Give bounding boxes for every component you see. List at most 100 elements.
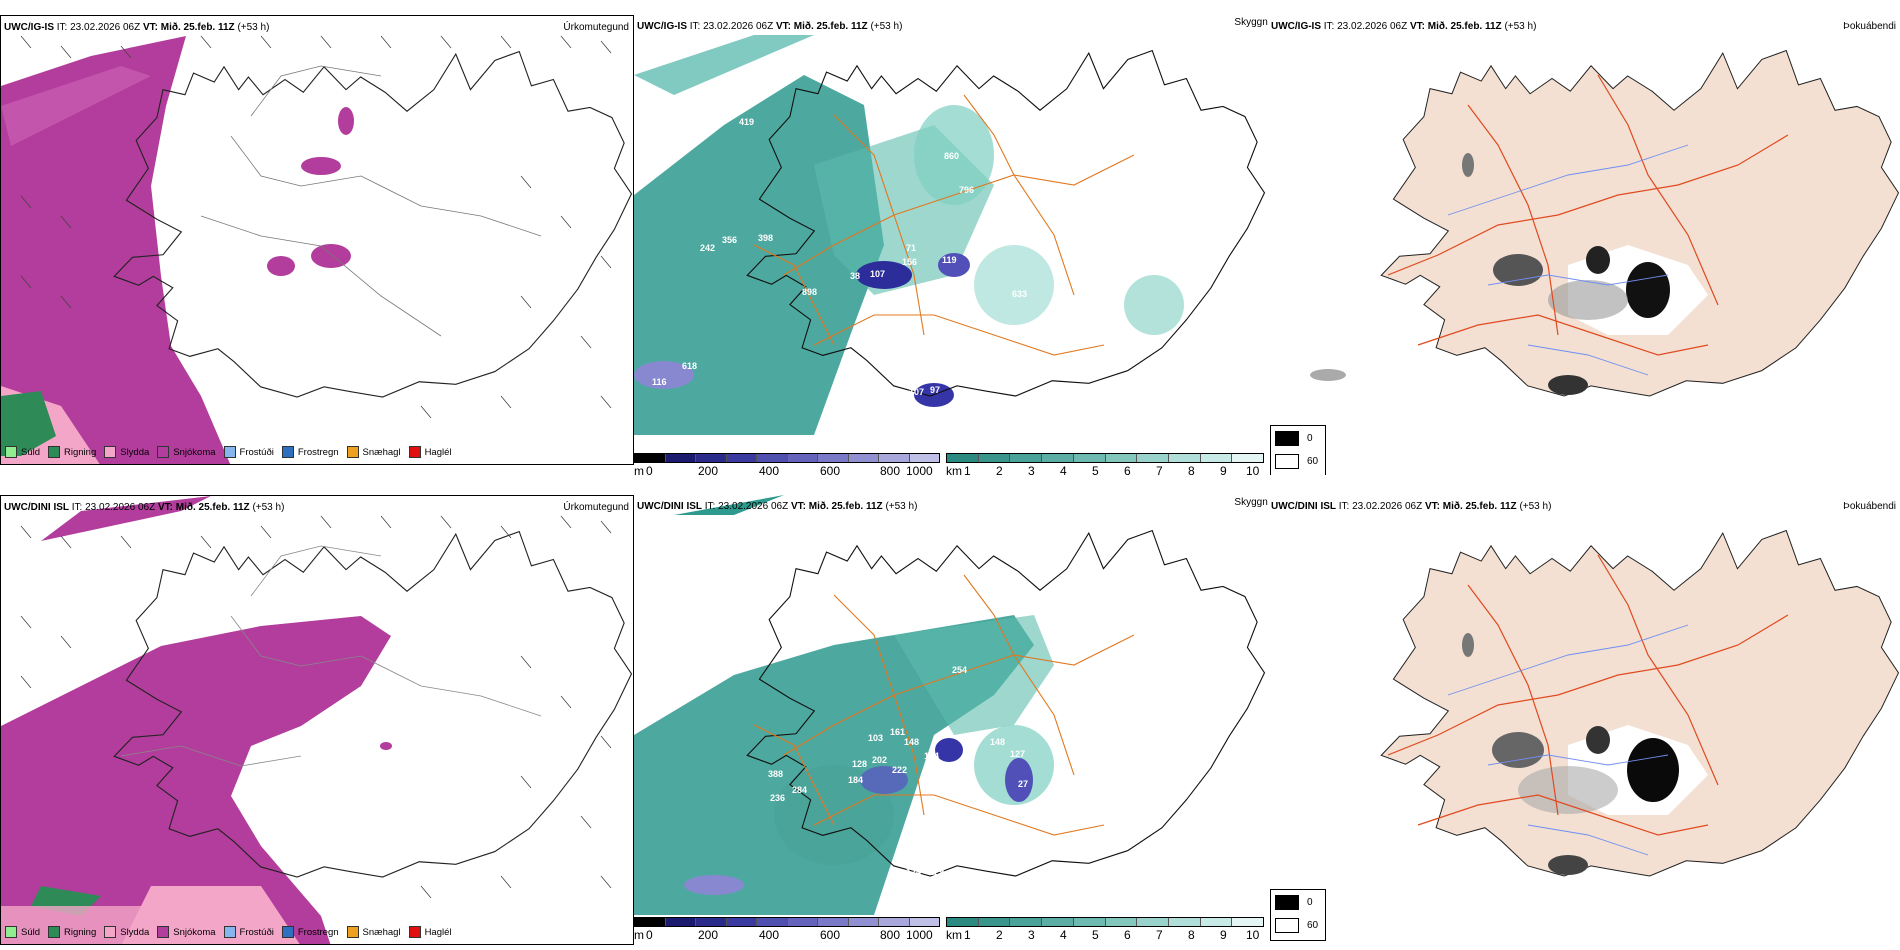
cloud-value: 38: [850, 271, 860, 281]
cloud-value: 254: [952, 665, 967, 675]
precip-panel-top: UWC/IG-IS IT: 23.02.2026 06Z VT: Mið. 25…: [0, 15, 634, 465]
cloud-value: 284: [792, 785, 807, 795]
cloud-title-top: Skyggni: [1234, 17, 1270, 28]
cloud-map-bottom: 254 103 161 148 104 148 127 128 202 222 …: [634, 495, 1266, 915]
precip-header-bottom: UWC/DINI ISL IT: 23.02.2026 06Z VT: Mið.…: [4, 502, 284, 513]
init-time: IT: 23.02.2026 06Z: [689, 21, 774, 32]
model-name: UWC/DINI ISL: [1271, 501, 1336, 512]
cloud-value: 236: [770, 793, 785, 803]
cloud-value: 184: [924, 751, 939, 761]
legend-item-slydda: Slydda: [104, 926, 149, 938]
cloud-panel-top: 419 860 796 242 356 398 898 38 107 71 15…: [634, 15, 1270, 475]
cloud-value: 356: [722, 235, 737, 245]
cloud-map-top: 419 860 796 242 356 398 898 38 107 71 15…: [634, 35, 1266, 435]
valid-time: VT: Mið. 25.feb. 11Z: [775, 21, 868, 32]
cloud-header-bottom: UWC/DINI ISL IT: 23.02.2026 06Z VT: Mið.…: [637, 501, 917, 512]
cloud-value: 128: [852, 759, 867, 769]
init-time: IT: 23.02.2026 06Z: [56, 22, 141, 33]
fog-map-top: [1310, 49, 1900, 397]
fog-legend-bottom: 0 60: [1270, 889, 1326, 941]
cloud-value: 222: [892, 765, 907, 775]
cloud-labels-bottom: 254 103 161 148 104 148 127 128 202 222 …: [768, 665, 1028, 877]
cloud-value: 104: [937, 730, 952, 740]
legend-item-snjokoma: Snjókoma: [157, 926, 216, 938]
precip-legend-bottom: Súld Rigning Slydda Snjókoma Frostúði Fr…: [5, 926, 452, 938]
precip-legend-top: Súld Rigning Slydda Snjókoma Frostúði Fr…: [5, 446, 452, 458]
cloud-value: 148: [904, 737, 919, 747]
precip-map-top: [1, 35, 633, 464]
cloud-value: 97: [930, 385, 940, 395]
cloud-value: 156: [902, 257, 917, 267]
colorbar-km-top: km 1 2 3 4 5 6 7 8 9 10: [946, 453, 1264, 475]
fog-map-bottom: [1380, 529, 1900, 877]
init-time: IT: 23.02.2026 06Z: [704, 501, 789, 512]
model-name: UWC/IG-IS: [637, 21, 687, 32]
legend-item-suld: Súld: [5, 446, 40, 458]
cloud-value: 127: [1010, 749, 1025, 759]
model-name: UWC/IG-IS: [1271, 21, 1321, 32]
valid-time: VT: Mið. 25.feb. 11Z: [157, 502, 250, 513]
valid-time: VT: Mið. 25.feb. 11Z: [1409, 21, 1502, 32]
model-name: UWC/DINI ISL: [4, 502, 69, 513]
cloud-value: 242: [700, 243, 715, 253]
fog-header-bottom: UWC/DINI ISL IT: 23.02.2026 06Z VT: Mið.…: [1271, 501, 1551, 512]
colorbar-m-top: m 0 200 400 600 800 1000: [634, 453, 944, 475]
cloud-value: 184: [848, 775, 863, 785]
cloud-title-bottom: Skyggni: [1234, 497, 1270, 508]
colorbar-m-bottom: m 0 200 400 600 800 1000: [634, 917, 944, 945]
cloud-value: 519: [908, 845, 923, 855]
cloud-labels-top: 419 860 796 242 356 398 898 38 107 71 15…: [652, 117, 1027, 397]
cloud-value: 375: [906, 825, 921, 835]
fog-legend-top: 0 60: [1270, 425, 1326, 475]
valid-time: VT: Mið. 25.feb. 11Z: [790, 501, 883, 512]
cloud-value: 161: [890, 727, 905, 737]
legend-item-slydda: Slydda: [104, 446, 149, 458]
legend-item-rigning: Rigning: [48, 446, 96, 458]
cloud-value: 202: [872, 755, 887, 765]
cloud-value: 148: [990, 737, 1005, 747]
legend-item-haglel: Haglél: [408, 446, 452, 458]
init-time: IT: 23.02.2026 06Z: [1323, 21, 1408, 32]
cloud-header-top: UWC/IG-IS IT: 23.02.2026 06Z VT: Mið. 25…: [637, 21, 902, 32]
cloud-value: 107: [909, 387, 924, 397]
precip-title-bottom: Úrkomutegund: [563, 502, 629, 513]
cloud-value: 124: [906, 867, 921, 877]
colorbar-km-bottom: km 1 2 3 4 5 6 7 8 9 10: [946, 917, 1264, 945]
cloud-panel-bottom: 254 103 161 148 104 148 127 128 202 222 …: [634, 495, 1270, 950]
legend-item-snaehagl: Snæhagl: [346, 926, 401, 938]
fog-header-top: UWC/IG-IS IT: 23.02.2026 06Z VT: Mið. 25…: [1271, 21, 1536, 32]
lead-time: (+53 h): [252, 502, 285, 513]
lead-time: (+53 h): [1519, 501, 1552, 512]
legend-item-haglel: Haglél: [408, 926, 452, 938]
fog-title-bottom: Þokuábendi: [1843, 501, 1896, 512]
cloud-value: 419: [739, 117, 754, 127]
legend-item-suld: Súld: [5, 926, 40, 938]
fog-panel-top: UWC/IG-IS IT: 23.02.2026 06Z VT: Mið. 25…: [1268, 15, 1900, 475]
legend-item-frostudi: Frostúði: [223, 926, 274, 938]
legend-item-frostregn: Frostregn: [281, 926, 339, 938]
legend-item-rigning: Rigning: [48, 926, 96, 938]
cloud-value: 618: [682, 361, 697, 371]
cloud-value: 860: [944, 151, 959, 161]
model-name: UWC/DINI ISL: [637, 501, 702, 512]
lead-time: (+53 h): [885, 501, 918, 512]
precip-map-bottom: [1, 496, 633, 944]
legend-item-frostregn: Frostregn: [281, 446, 339, 458]
init-time: IT: 23.02.2026 06Z: [71, 502, 156, 513]
lead-time: (+53 h): [237, 22, 270, 33]
lead-time: (+53 h): [870, 21, 903, 32]
precip-header-top: UWC/IG-IS IT: 23.02.2026 06Z VT: Mið. 25…: [4, 22, 269, 33]
cloud-value: 116: [652, 377, 667, 387]
cloud-value: 119: [942, 255, 957, 265]
legend-item-snjokoma: Snjókoma: [157, 446, 216, 458]
precip-title-top: Úrkomutegund: [563, 22, 629, 33]
cloud-value: 107: [870, 269, 885, 279]
cloud-value: 633: [1012, 289, 1027, 299]
lead-time: (+53 h): [1504, 21, 1537, 32]
legend-item-frostudi: Frostúði: [223, 446, 274, 458]
cloud-value: 129: [929, 867, 944, 877]
precip-panel-bottom: UWC/DINI ISL IT: 23.02.2026 06Z VT: Mið.…: [0, 495, 634, 945]
cloud-value: 398: [758, 233, 773, 243]
cloud-value: 796: [959, 185, 974, 195]
model-name: UWC/IG-IS: [4, 22, 54, 33]
